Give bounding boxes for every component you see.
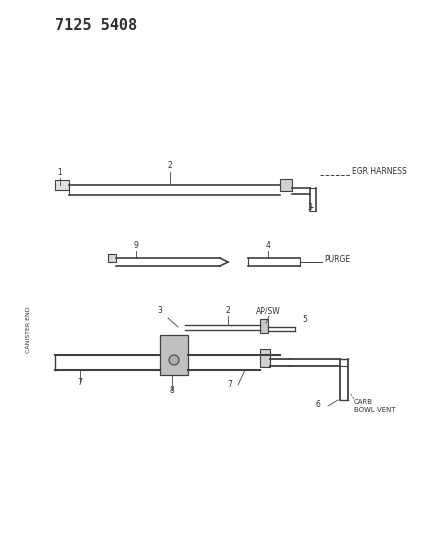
Text: 7: 7 [77,378,83,387]
Text: 3: 3 [158,306,163,315]
Text: 3: 3 [308,203,312,212]
Text: 4: 4 [265,241,270,250]
Text: CARB
BOWL VENT: CARB BOWL VENT [354,399,395,413]
Text: 2: 2 [168,161,172,170]
Text: 5: 5 [302,315,307,324]
Text: AP/SW: AP/SW [256,306,280,315]
Text: CANISTER END: CANISTER END [26,306,30,353]
Bar [280,179,292,191]
Bar [160,335,188,375]
Bar [260,319,268,333]
Text: 7: 7 [228,380,232,389]
Text: 7125 5408: 7125 5408 [55,18,137,33]
Bar [55,180,69,190]
Text: 1: 1 [58,168,62,177]
Circle shape [169,355,179,365]
Text: 8: 8 [169,386,174,395]
Text: EGR HARNESS: EGR HARNESS [352,167,407,176]
Text: 9: 9 [134,241,138,250]
Bar [260,349,270,367]
Text: 6: 6 [315,400,321,409]
Bar [108,254,116,262]
Text: 2: 2 [226,306,230,315]
Text: PURGE: PURGE [324,254,350,263]
